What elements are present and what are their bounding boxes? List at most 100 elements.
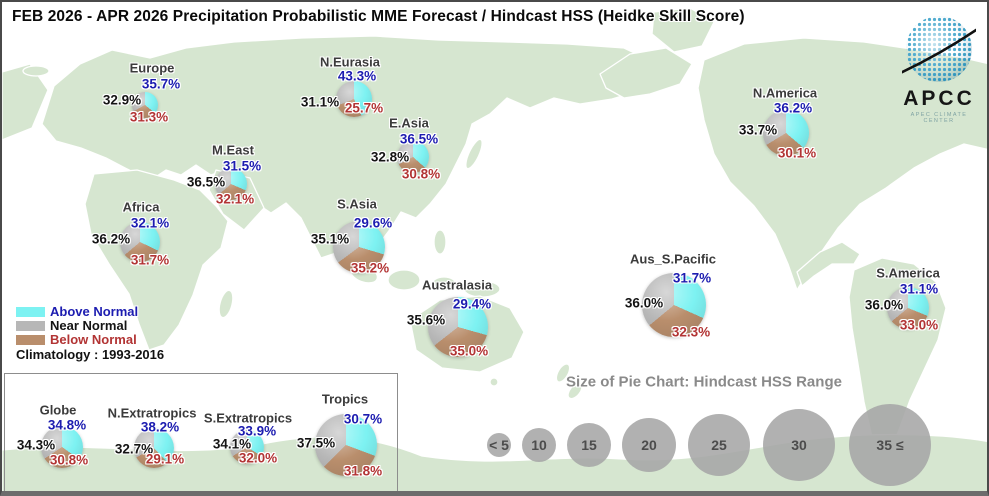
below-normal-value: 30.8%: [49, 452, 89, 468]
below-normal-value: 33.0%: [899, 317, 939, 333]
size-legend-circle-label: 30: [791, 437, 807, 453]
near-normal-value: 36.0%: [864, 297, 904, 313]
size-legend-circle-label: 35 ≤: [876, 437, 904, 453]
above-normal-value: 31.7%: [672, 270, 712, 286]
above-normal-swatch: [16, 306, 45, 317]
pie-n-extratropics: [134, 428, 174, 468]
near-normal-value: 35.1%: [310, 231, 350, 247]
size-legend-circle-label: 15: [581, 437, 597, 453]
near-normal-value: 36.0%: [624, 295, 664, 311]
above-normal-value: 43.3%: [337, 68, 377, 84]
below-normal-value: 32.3%: [671, 324, 711, 340]
above-normal-value: 38.2%: [140, 419, 180, 435]
size-legend-circle-7: 35 ≤: [849, 404, 931, 486]
legend-row-near: Near Normal: [16, 318, 164, 333]
pie-tropics: [315, 414, 377, 476]
region-name-label: S.Extratropics: [203, 410, 293, 426]
near-normal-value: 31.1%: [300, 94, 340, 110]
near-normal-value: 34.1%: [212, 436, 252, 452]
pie-e-asia: [397, 141, 429, 173]
page-title: FEB 2026 - APR 2026 Precipitation Probab…: [12, 8, 745, 25]
pie-m-east: [215, 168, 247, 200]
above-normal-value: 31.5%: [222, 158, 262, 174]
below-normal-value: 32.1%: [215, 191, 255, 207]
size-legend-circle-1: < 5: [487, 433, 511, 457]
pie-globe: [41, 426, 83, 468]
above-normal-value: 36.2%: [773, 100, 813, 116]
near-normal-value: 37.5%: [296, 435, 336, 451]
near-normal-value: 34.3%: [16, 437, 56, 453]
below-normal-value: 30.8%: [401, 166, 441, 182]
near-normal-value: 32.8%: [370, 149, 410, 165]
below-normal-value: 30.1%: [777, 145, 817, 161]
above-normal-value: 29.4%: [452, 296, 492, 312]
below-normal-label: Below Normal: [50, 332, 137, 347]
below-normal-swatch: [16, 334, 45, 345]
near-normal-value: 36.2%: [91, 231, 131, 247]
pie-s-asia: [333, 221, 385, 273]
pie-europe: [132, 92, 158, 118]
pie-n-america: [763, 110, 809, 156]
region-name-label: M.East: [212, 142, 254, 158]
size-legend-title: Size of Pie Chart: Hindcast HSS Range: [566, 373, 842, 391]
below-normal-value: 35.0%: [449, 343, 489, 359]
size-legend-circle-3: 15: [567, 423, 611, 467]
apcc-globe-icon: [902, 16, 976, 82]
above-normal-value: 36.5%: [399, 131, 439, 147]
near-normal-swatch: [16, 320, 45, 331]
apcc-logo: APCC APEC CLIMATE CENTER: [895, 12, 983, 124]
pie-s-extratropics: [230, 430, 264, 464]
region-name-label: Tropics: [321, 391, 369, 407]
climatology-note: Climatology : 1993-2016: [16, 347, 165, 362]
near-normal-value: 32.9%: [102, 92, 142, 108]
above-normal-value: 29.6%: [353, 215, 393, 231]
above-normal-value: 31.1%: [899, 281, 939, 297]
above-normal-value: 34.8%: [47, 417, 87, 433]
below-normal-value: 31.8%: [343, 463, 383, 479]
below-normal-value: 35.2%: [350, 260, 390, 276]
size-legend-circle-2: 10: [522, 428, 556, 462]
summary-box: [4, 373, 398, 491]
below-normal-value: 29.1%: [145, 451, 185, 467]
pie-s-america: [887, 287, 929, 329]
size-legend-circle-label: 10: [531, 437, 547, 453]
near-normal-value: 32.7%: [114, 441, 154, 457]
size-legend-circle-label: < 5: [489, 437, 509, 453]
above-normal-value: 30.7%: [343, 411, 383, 427]
region-name-label: E.Asia: [389, 115, 429, 131]
size-legend-circle-5: 25: [688, 414, 750, 476]
pie-aus-s-pacific: [642, 273, 706, 337]
below-normal-value: 32.0%: [238, 450, 278, 466]
pie-africa: [120, 222, 160, 262]
region-name-label: S.America: [876, 265, 940, 281]
legend-row-above: Above Normal: [16, 304, 164, 319]
near-normal-label: Near Normal: [50, 318, 128, 333]
above-normal-value: 33.9%: [237, 423, 277, 439]
region-name-label: N.America: [752, 85, 818, 101]
size-legend-circle-label: 20: [641, 437, 657, 453]
region-name-label: Europe: [129, 60, 175, 76]
near-normal-value: 33.7%: [738, 122, 778, 138]
pie-n-eurasia: [336, 81, 372, 117]
region-name-label: S.Asia: [337, 196, 377, 212]
pie-australasia: [428, 297, 488, 357]
near-normal-value: 35.6%: [406, 312, 446, 328]
region-name-label: Globe: [39, 402, 77, 418]
region-name-label: N.Eurasia: [320, 54, 380, 70]
legend-row-below: Below Normal: [16, 332, 164, 347]
region-name-label: Africa: [122, 199, 160, 215]
tercile-legend: Above Normal Near Normal Below Normal Cl…: [16, 304, 165, 362]
region-name-label: Australasia: [421, 277, 493, 293]
below-normal-value: 31.7%: [130, 252, 170, 268]
apcc-logo-text: APCC: [903, 87, 975, 110]
size-legend-circle-4: 20: [622, 418, 676, 472]
region-name-label: N.Extratropics: [107, 405, 197, 421]
size-legend-circle-label: 25: [711, 437, 727, 453]
size-legend-circle-6: 30: [763, 409, 835, 481]
near-normal-value: 36.5%: [186, 174, 226, 190]
below-normal-value: 31.3%: [129, 109, 169, 125]
apcc-logo-subtitle: APEC CLIMATE CENTER: [910, 112, 968, 124]
region-name-label: Aus_S.Pacific: [630, 251, 716, 267]
above-normal-value: 32.1%: [130, 215, 170, 231]
